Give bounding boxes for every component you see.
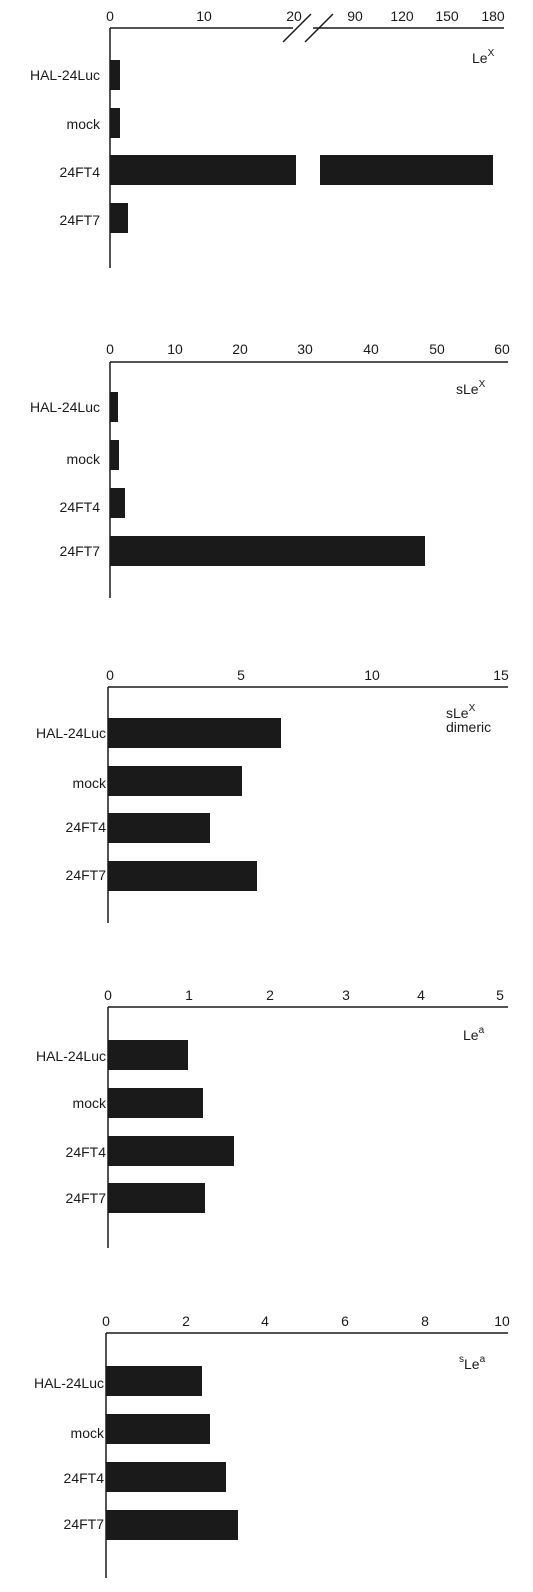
panel2-category-label: 24FT7 bbox=[60, 543, 101, 559]
panel5-series-label-prefix-sup: s bbox=[459, 1354, 464, 1365]
panel1-category-label: 24FT4 bbox=[60, 164, 101, 180]
panel2-series-label-main: sLe bbox=[456, 381, 479, 397]
panel2-category-label: mock bbox=[67, 451, 101, 467]
panel1-tick-0: 0 bbox=[106, 8, 114, 24]
panel3-tick: 0 bbox=[106, 667, 114, 683]
panel4-series-label-sup: a bbox=[479, 1025, 485, 1036]
panel1-series-label-sup: X bbox=[488, 48, 495, 59]
panel5-series-label-sup: a bbox=[480, 1354, 486, 1365]
panel5-bar bbox=[106, 1414, 210, 1444]
panel4-tick: 0 bbox=[104, 987, 112, 1003]
panel2-tick: 10 bbox=[167, 341, 183, 357]
panel1-tick-3: 90 bbox=[347, 8, 363, 24]
panel1-axis-break-mark-2 bbox=[304, 13, 334, 43]
panel4-tick: 1 bbox=[185, 987, 193, 1003]
panel1-series-label-main: Le bbox=[472, 50, 488, 66]
panel5-bar bbox=[106, 1366, 202, 1396]
panel1-tick-5: 150 bbox=[435, 8, 459, 24]
panel3-tick: 5 bbox=[237, 667, 245, 683]
panel3-bar bbox=[108, 718, 281, 748]
panel3-series-label: sLeX bbox=[446, 703, 476, 721]
panel5-category-label: mock bbox=[71, 1425, 105, 1441]
panel3-tick: 15 bbox=[493, 667, 509, 683]
panel3-series-label-main: sLe bbox=[446, 705, 469, 721]
panel3-bar bbox=[108, 861, 257, 891]
panel4-bar bbox=[108, 1040, 188, 1070]
panel5-tick: 0 bbox=[102, 1313, 110, 1329]
panel4-category-label: HAL-24Luc bbox=[36, 1048, 106, 1064]
panel-slea: 0 2 4 6 8 10 sLea HAL-24Luc mock 24FT4 2… bbox=[34, 1313, 510, 1578]
panel2-bar bbox=[110, 440, 119, 470]
panel2-tick: 60 bbox=[494, 341, 510, 357]
panel1-bar-left-segment bbox=[110, 155, 296, 185]
panel5-bar bbox=[106, 1510, 238, 1540]
panel2-bar bbox=[110, 392, 118, 422]
panel4-series-label-main: Le bbox=[463, 1027, 479, 1043]
panel3-category-label: 24FT4 bbox=[66, 819, 107, 835]
panel-lex: 0 10 20 90 120 150 180 LeX HAL-24Luc moc… bbox=[30, 8, 505, 268]
panel1-tick-4: 120 bbox=[390, 8, 414, 24]
panel2-tick: 0 bbox=[106, 341, 114, 357]
panel3-bar bbox=[108, 766, 242, 796]
panel2-series-label: sLeX bbox=[456, 379, 486, 397]
panel4-tick: 2 bbox=[266, 987, 274, 1003]
panel1-category-label: HAL-24Luc bbox=[30, 67, 100, 83]
panel1-bar bbox=[110, 108, 120, 138]
panel4-category-label: 24FT7 bbox=[66, 1190, 107, 1206]
panel-lea: 0 1 2 3 4 5 Lea HAL-24Luc mock 24FT4 24F… bbox=[36, 987, 508, 1248]
panel3-category-label: 24FT7 bbox=[66, 867, 107, 883]
panel5-tick: 8 bbox=[421, 1313, 429, 1329]
panel4-tick: 5 bbox=[496, 987, 504, 1003]
panel5-category-label: 24FT4 bbox=[64, 1470, 105, 1486]
panel1-bar bbox=[110, 203, 128, 233]
panel4-bar bbox=[108, 1088, 203, 1118]
panel1-tick-1: 10 bbox=[196, 8, 212, 24]
panel3-series-label-second-line: dimeric bbox=[446, 719, 491, 735]
panel3-tick: 10 bbox=[364, 667, 380, 683]
panel5-tick: 2 bbox=[182, 1313, 190, 1329]
panel5-series-label: sLea bbox=[459, 1354, 486, 1372]
panel3-series-label-sup: X bbox=[469, 703, 476, 714]
panel5-series-label-main: Le bbox=[464, 1356, 480, 1372]
panel4-tick: 4 bbox=[417, 987, 425, 1003]
panel5-category-label: HAL-24Luc bbox=[34, 1375, 104, 1391]
panel4-category-label: 24FT4 bbox=[66, 1144, 107, 1160]
panel1-tick-6: 180 bbox=[481, 8, 505, 24]
panel5-category-label: 24FT7 bbox=[64, 1516, 105, 1532]
panel1-bar bbox=[110, 60, 120, 90]
panel-slex: 0 10 20 30 40 50 60 sLeX HAL-24Luc mock … bbox=[30, 341, 510, 598]
panel1-axis-break-mark-1 bbox=[282, 13, 312, 43]
panel5-tick: 4 bbox=[261, 1313, 269, 1329]
panel1-series-label: LeX bbox=[472, 48, 495, 66]
panel1-category-label: 24FT7 bbox=[60, 212, 101, 228]
panel1-category-label: mock bbox=[67, 116, 101, 132]
panel4-tick: 3 bbox=[342, 987, 350, 1003]
panel4-series-label: Lea bbox=[463, 1025, 485, 1043]
panel3-category-label: mock bbox=[73, 775, 107, 791]
panel2-tick: 30 bbox=[297, 341, 313, 357]
panel2-category-label: 24FT4 bbox=[60, 499, 101, 515]
panel2-series-label-sup: X bbox=[479, 379, 486, 390]
panel3-bar bbox=[108, 813, 210, 843]
panel3-category-label: HAL-24Luc bbox=[36, 725, 106, 741]
panel2-bar bbox=[110, 488, 125, 518]
panel5-bar bbox=[106, 1462, 226, 1492]
panel2-tick: 50 bbox=[429, 341, 445, 357]
panel4-bar bbox=[108, 1183, 205, 1213]
panel2-tick: 40 bbox=[363, 341, 379, 357]
panel-slex-dimeric: 0 5 10 15 sLeX dimeric HAL-24Luc mock 24… bbox=[36, 667, 509, 923]
panel1-bar-right-segment bbox=[320, 155, 493, 185]
panel5-tick: 10 bbox=[494, 1313, 510, 1329]
panel1-tick-2: 20 bbox=[286, 8, 302, 24]
panel4-bar bbox=[108, 1136, 234, 1166]
panel5-tick: 6 bbox=[341, 1313, 349, 1329]
panel2-bar bbox=[110, 536, 425, 566]
panel4-category-label: mock bbox=[73, 1095, 107, 1111]
panel2-tick: 20 bbox=[232, 341, 248, 357]
panel2-category-label: HAL-24Luc bbox=[30, 399, 100, 415]
